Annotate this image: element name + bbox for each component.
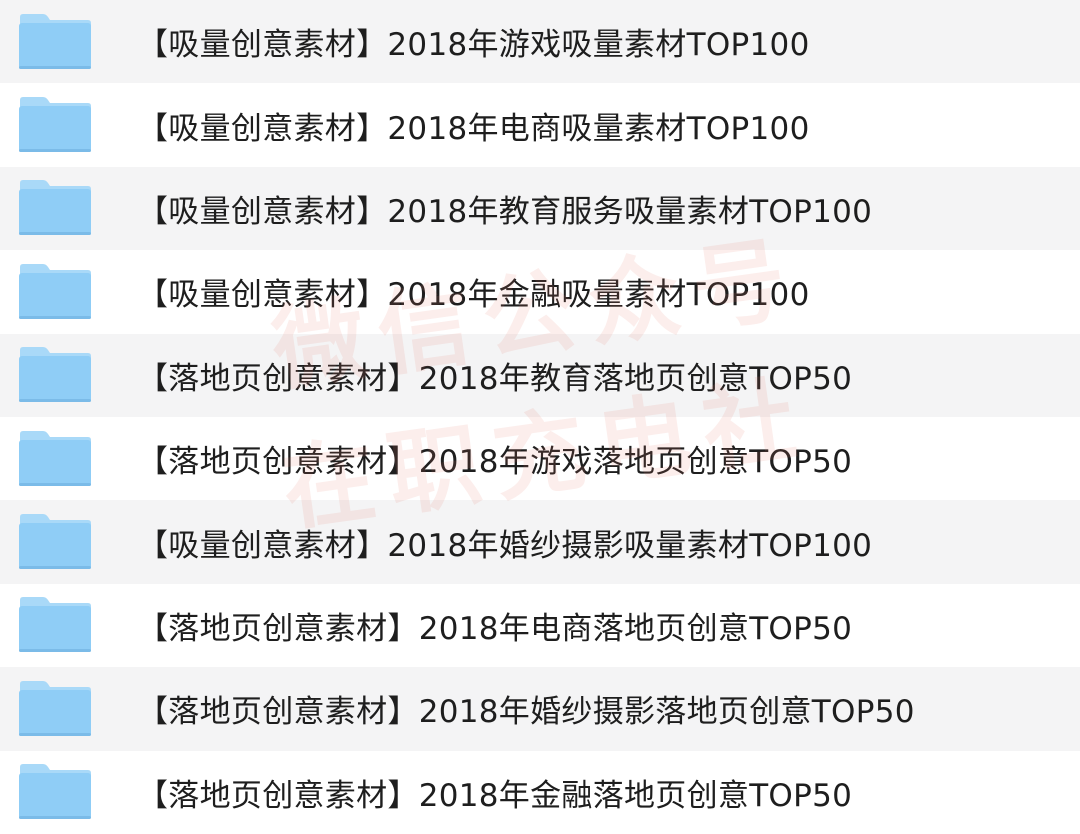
folder-name: 【落地页创意素材】2018年婚纱摄影落地页创意TOP50 bbox=[137, 694, 915, 731]
folder-row[interactable]: 【落地页创意素材】2018年金融落地页创意TOP50 bbox=[0, 750, 1080, 834]
folder-row[interactable]: 【吸量创意素材】2018年婚纱摄影吸量素材TOP100 bbox=[0, 500, 1080, 584]
folder-icon bbox=[18, 513, 92, 571]
folder-icon bbox=[18, 179, 92, 237]
folder-name: 【落地页创意素材】2018年电商落地页创意TOP50 bbox=[137, 610, 853, 647]
folder-row[interactable]: 【落地页创意素材】2018年游戏落地页创意TOP50 bbox=[0, 416, 1080, 501]
folder-icon bbox=[18, 680, 92, 738]
folder-icon bbox=[18, 96, 92, 154]
folder-name: 【吸量创意素材】2018年婚纱摄影吸量素材TOP100 bbox=[137, 527, 873, 564]
folder-icon bbox=[18, 430, 92, 488]
folder-row[interactable]: 【落地页创意素材】2018年教育落地页创意TOP50 bbox=[0, 333, 1080, 417]
folder-icon bbox=[18, 763, 92, 821]
folder-icon bbox=[18, 13, 92, 71]
folder-row[interactable]: 【吸量创意素材】2018年电商吸量素材TOP100 bbox=[0, 83, 1080, 167]
folder-name: 【落地页创意素材】2018年教育落地页创意TOP50 bbox=[137, 360, 853, 397]
folder-name: 【落地页创意素材】2018年游戏落地页创意TOP50 bbox=[137, 444, 853, 481]
folder-name: 【落地页创意素材】2018年金融落地页创意TOP50 bbox=[137, 777, 853, 814]
folder-name: 【吸量创意素材】2018年金融吸量素材TOP100 bbox=[137, 277, 810, 314]
folder-name: 【吸量创意素材】2018年教育服务吸量素材TOP100 bbox=[137, 193, 873, 230]
folder-name: 【吸量创意素材】2018年电商吸量素材TOP100 bbox=[137, 110, 810, 147]
folder-icon bbox=[18, 346, 92, 404]
folder-icon bbox=[18, 596, 92, 654]
folder-row[interactable]: 【落地页创意素材】2018年婚纱摄影落地页创意TOP50 bbox=[0, 667, 1080, 751]
folder-name: 【吸量创意素材】2018年游戏吸量素材TOP100 bbox=[137, 27, 810, 64]
folder-row[interactable]: 【落地页创意素材】2018年电商落地页创意TOP50 bbox=[0, 583, 1080, 668]
folder-row[interactable]: 【吸量创意素材】2018年教育服务吸量素材TOP100 bbox=[0, 166, 1080, 251]
folder-icon bbox=[18, 263, 92, 321]
folder-row[interactable]: 【吸量创意素材】2018年金融吸量素材TOP100 bbox=[0, 250, 1080, 334]
folder-row[interactable]: 【吸量创意素材】2018年游戏吸量素材TOP100 bbox=[0, 0, 1080, 84]
